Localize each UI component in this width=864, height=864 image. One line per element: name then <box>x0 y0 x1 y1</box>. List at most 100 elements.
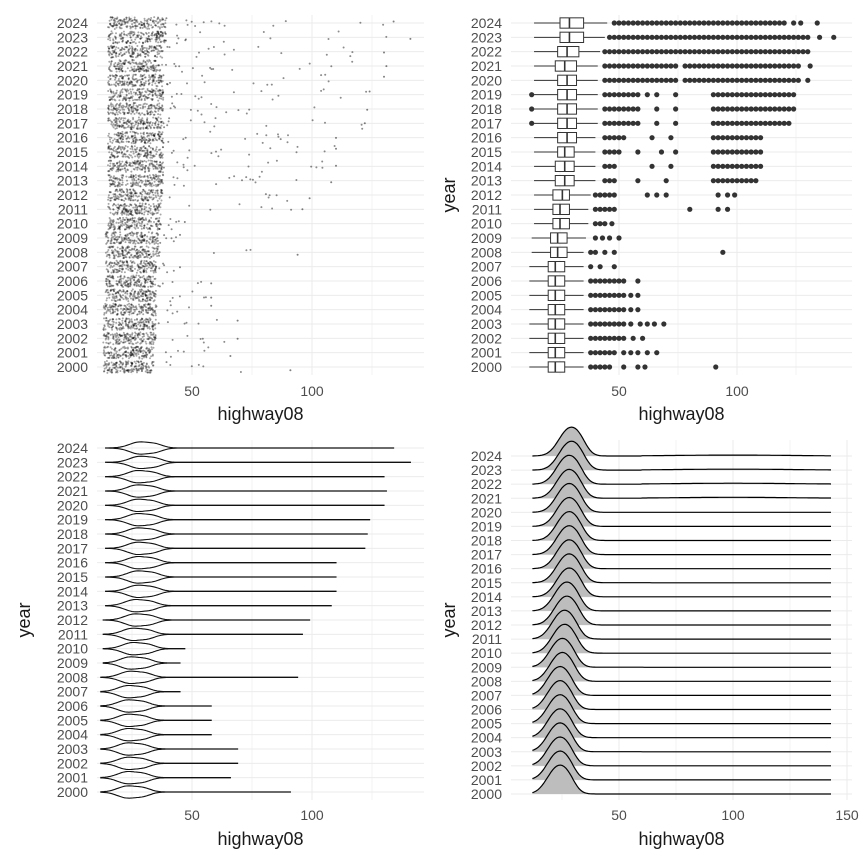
data-point <box>203 81 206 84</box>
data-point <box>127 361 130 364</box>
data-point <box>122 53 125 56</box>
data-point <box>158 102 161 105</box>
data-point <box>159 20 162 23</box>
data-point <box>146 371 149 374</box>
data-point <box>154 318 157 321</box>
data-point <box>155 84 158 87</box>
data-point <box>112 149 115 152</box>
data-point <box>154 335 157 338</box>
data-point <box>117 94 120 97</box>
data-point <box>320 74 323 77</box>
data-point <box>191 290 194 293</box>
data-point <box>148 193 151 196</box>
data-point <box>150 285 152 288</box>
data-point <box>145 342 148 345</box>
data-point <box>147 70 150 73</box>
data-point <box>236 337 239 340</box>
data-point <box>147 50 149 53</box>
data-point <box>131 288 134 291</box>
data-point <box>152 314 155 317</box>
data-point <box>105 277 108 280</box>
data-point <box>130 122 133 125</box>
data-point <box>113 28 116 30</box>
data-point <box>150 281 153 284</box>
data-point <box>145 311 148 314</box>
data-point <box>144 303 147 306</box>
data-point <box>110 299 113 302</box>
data-point <box>113 175 115 178</box>
data-point <box>151 240 154 243</box>
data-point <box>129 96 132 99</box>
data-point <box>161 56 164 59</box>
data-point <box>152 343 155 345</box>
data-point <box>142 120 145 123</box>
data-point <box>158 92 161 95</box>
data-point <box>119 354 122 357</box>
data-point <box>115 296 118 299</box>
data-point <box>132 34 135 37</box>
data-point <box>114 363 117 366</box>
data-point <box>144 263 147 266</box>
data-point <box>163 264 166 267</box>
data-point <box>115 170 118 173</box>
outlier-point <box>644 350 650 356</box>
data-point <box>143 227 145 230</box>
data-point <box>165 39 167 42</box>
data-point <box>149 212 152 215</box>
data-point <box>137 184 140 187</box>
data-point <box>115 332 118 335</box>
data-point <box>138 78 141 81</box>
data-point <box>107 345 110 348</box>
data-point <box>147 183 150 185</box>
data-point <box>116 166 119 169</box>
data-point <box>130 293 132 295</box>
data-point <box>145 103 148 106</box>
outlier-point <box>658 149 665 155</box>
data-point <box>117 292 120 295</box>
data-point <box>199 31 202 34</box>
data-point <box>155 38 158 41</box>
data-point <box>125 363 128 366</box>
data-point <box>115 362 118 364</box>
data-point <box>103 317 105 320</box>
data-point <box>130 293 133 296</box>
data-point <box>137 122 140 125</box>
data-point <box>144 171 146 174</box>
data-point <box>118 164 121 167</box>
data-point <box>131 248 134 251</box>
data-point <box>151 84 154 86</box>
data-point <box>148 336 151 339</box>
data-point <box>109 333 112 336</box>
data-point <box>112 90 115 93</box>
outlier-point <box>649 163 655 169</box>
data-point <box>212 46 215 48</box>
data-point <box>144 309 147 311</box>
data-point <box>146 267 148 270</box>
data-point <box>107 239 110 242</box>
data-point <box>116 206 118 209</box>
data-point <box>135 36 138 39</box>
data-point <box>184 39 187 42</box>
data-point <box>111 275 114 278</box>
data-point <box>163 234 166 237</box>
data-point <box>108 319 111 322</box>
data-point <box>184 136 187 139</box>
data-point <box>134 27 137 30</box>
outlier-point <box>781 106 787 112</box>
data-point <box>129 285 131 288</box>
outlier-point <box>724 120 731 126</box>
data-point <box>146 296 148 299</box>
data-point <box>159 79 162 82</box>
data-point <box>144 351 147 354</box>
data-point <box>147 318 150 321</box>
data-point <box>142 269 145 271</box>
data-point <box>154 289 157 292</box>
data-point <box>151 328 154 331</box>
data-point <box>116 338 119 341</box>
data-point <box>132 206 135 209</box>
data-point <box>284 20 287 23</box>
data-point <box>143 207 146 210</box>
data-point <box>161 166 163 169</box>
data-point <box>124 282 127 285</box>
data-point <box>141 357 144 360</box>
